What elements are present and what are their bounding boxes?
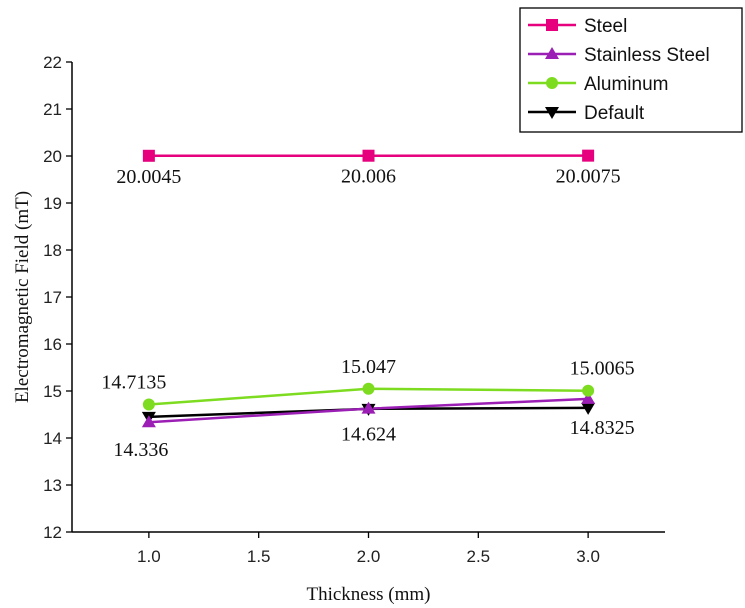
y-tick-label: 16	[43, 335, 62, 354]
series-markers	[141, 149, 596, 428]
data-label: 14.7135	[101, 371, 166, 393]
y-tick-label: 15	[43, 382, 62, 401]
legend-label: Steel	[584, 16, 627, 37]
legend-label: Stainless Steel	[584, 45, 710, 66]
legend-label: Aluminum	[584, 74, 668, 95]
legend-marker	[545, 107, 559, 119]
y-tick-label: 21	[43, 100, 62, 119]
data-label: 15.047	[341, 356, 396, 378]
x-axis: 1.0 1.5 2.0 2.5 3.0	[137, 532, 600, 566]
data-label: 20.0045	[116, 166, 181, 188]
data-point	[581, 391, 596, 404]
x-axis-title: Thickness (mm)	[306, 584, 430, 605]
data-label: 14.8325	[570, 417, 635, 439]
data-point	[582, 384, 595, 397]
data-point	[362, 149, 375, 162]
y-tick-label: 19	[43, 194, 62, 213]
data-labels: 20.0045 20.006 20.0075 14.336 14.624 14.8325 1…	[101, 166, 634, 462]
y-tick-label: 18	[43, 241, 62, 260]
x-tick-label: 2.5	[466, 547, 490, 566]
legend-label: Default	[584, 103, 645, 124]
legend-marker	[545, 47, 559, 59]
y-tick-label: 17	[43, 288, 62, 307]
data-point	[362, 382, 375, 395]
data-point	[581, 402, 596, 415]
y-axis-title: Electromagnetic Field (mT)	[12, 191, 33, 403]
data-label: 20.0075	[556, 166, 621, 188]
data-point	[141, 415, 156, 428]
x-tick-label: 1.0	[137, 547, 161, 566]
data-point	[582, 149, 595, 162]
legend-marker	[546, 19, 558, 31]
data-label: 14.336	[113, 439, 168, 461]
data-point	[361, 401, 376, 414]
x-tick-label: 2.0	[357, 547, 381, 566]
series-lines	[148, 154, 589, 424]
data-label: 20.006	[341, 166, 396, 188]
y-tick-label: 12	[43, 523, 62, 542]
y-tick-label: 13	[43, 476, 62, 495]
y-tick-label: 14	[43, 429, 62, 448]
data-label: 15.0065	[570, 358, 635, 380]
data-point	[142, 398, 155, 411]
legend-marker	[546, 77, 558, 89]
y-axis: 12 13 14 15 16 17 18 19 20 21 22	[43, 53, 72, 542]
x-tick-label: 1.5	[247, 547, 271, 566]
x-tick-label: 3.0	[576, 547, 600, 566]
legend: Steel Stainless Steel Aluminum Default	[519, 7, 743, 133]
data-label: 14.624	[341, 424, 396, 446]
y-tick-label: 20	[43, 147, 62, 166]
data-point	[142, 149, 155, 162]
y-tick-label: 22	[43, 53, 62, 72]
